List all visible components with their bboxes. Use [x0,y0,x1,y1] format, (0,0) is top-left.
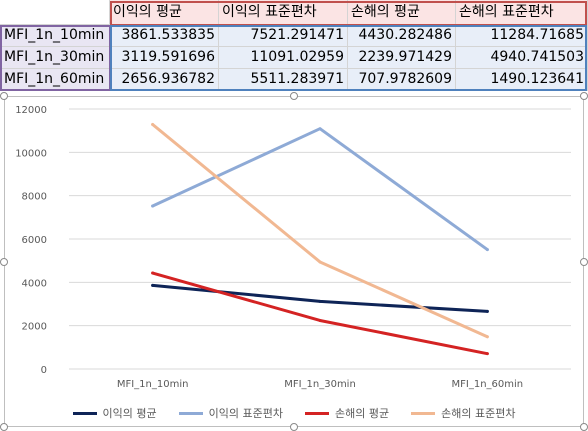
series-3-point [485,352,489,356]
legend-swatch [178,411,203,415]
value-cell[interactable]: 707.9782609 [348,69,456,91]
series-1-point [485,309,489,313]
value-cell[interactable]: 2239.971429 [348,47,456,69]
legend-swatch [411,411,436,415]
y-tick-label: 8000 [22,192,47,203]
value-cell[interactable]: 4430.282486 [348,25,456,47]
series-4-point [151,122,155,126]
legend-label: 손해의 표준편차 [441,407,516,420]
row-label-cell[interactable]: MFI_1n_30min [0,47,110,69]
value-cell[interactable]: 4940.741503 [456,47,588,69]
value-cell[interactable]: 5511.283971 [219,69,348,91]
resize-handle-top-left[interactable] [0,92,8,100]
row-label-cell[interactable]: MFI_1n_10min [0,25,110,47]
series-4-point [485,335,489,339]
line-chart[interactable]: 0 2000 4000 6000 8000 10000 12000 MFI_1n_10min M… [0,92,588,431]
y-tick-label: 2000 [22,322,47,333]
legend-item[interactable]: 이익의 표준편차 [178,405,283,421]
column-header-cell[interactable]: 손해의 평균 [348,0,456,25]
value-cell[interactable]: 11091.02959 [219,47,348,69]
legend-item[interactable]: 손해의 표준편차 [411,405,515,421]
legend-swatch [305,411,329,415]
legend-label: 손해의 평균 [335,407,390,420]
series-line-4 [151,122,489,339]
value-cell[interactable]: 7521.291471 [219,25,348,47]
resize-handle-top-right[interactable] [580,92,588,100]
series-1-point [151,283,155,287]
legend-item[interactable]: 손해의 평균 [305,405,389,421]
value-cell[interactable]: 11284.71685 [456,25,588,47]
series-line-2 [151,127,489,252]
y-tick-label: 0 [41,365,47,376]
series-2-point [151,204,155,208]
resize-handle-right[interactable] [580,257,588,266]
resize-handle-bottom[interactable] [290,423,298,431]
series-line-1 [151,283,489,313]
series-2-point [318,127,322,131]
x-tick-label: MFI_1n_10min [117,379,189,390]
chart-plot-area: 0 2000 4000 6000 8000 10000 12000 MFI_1n_10min M… [15,105,571,390]
column-header-cell[interactable]: 이익의 평균 [110,0,219,25]
x-tick-label: MFI_1n_30min [284,379,356,390]
value-cell[interactable]: 2656.936782 [110,69,219,91]
resize-handle-bottom-right[interactable] [580,423,588,431]
value-cell[interactable]: 3861.533835 [110,25,219,47]
y-tick-label: 12000 [15,105,47,116]
resize-handle-left[interactable] [0,257,8,266]
chart-legend: 이익의 평균 이익의 표준편차 손해의 평균 손해의 표준편차 [5,404,583,422]
resize-handle-top[interactable] [290,92,298,100]
y-tick-label: 10000 [15,148,47,159]
corner-cell[interactable] [0,0,110,25]
series-4-point [318,260,322,264]
legend-label: 이익의 표준편차 [208,407,283,420]
y-tick-label: 4000 [22,278,47,289]
value-cell[interactable]: 1490.123641 [456,69,588,91]
series-3-point [318,318,322,322]
resize-handle-bottom-left[interactable] [0,423,8,431]
x-tick-label: MFI_1n_60min [452,379,524,390]
series-2-point [485,248,489,252]
legend-swatch [72,411,97,415]
column-header-cell[interactable]: 손해의 표준편차 [456,0,588,25]
spreadsheet-range: 이익의 평균 이익의 표준편차 손해의 평균 손해의 표준편차 MFI_1n_10min… [0,0,588,92]
column-header-cell[interactable]: 이익의 표준편차 [219,0,348,25]
row-label-cell[interactable]: MFI_1n_60min [0,69,110,91]
legend-label: 이익의 평균 [102,407,157,420]
series-1-point [318,299,322,303]
y-tick-label: 6000 [22,235,47,246]
value-cell[interactable]: 3119.591696 [110,47,219,69]
series-3-point [151,271,155,275]
legend-item[interactable]: 이익의 평균 [72,405,157,421]
